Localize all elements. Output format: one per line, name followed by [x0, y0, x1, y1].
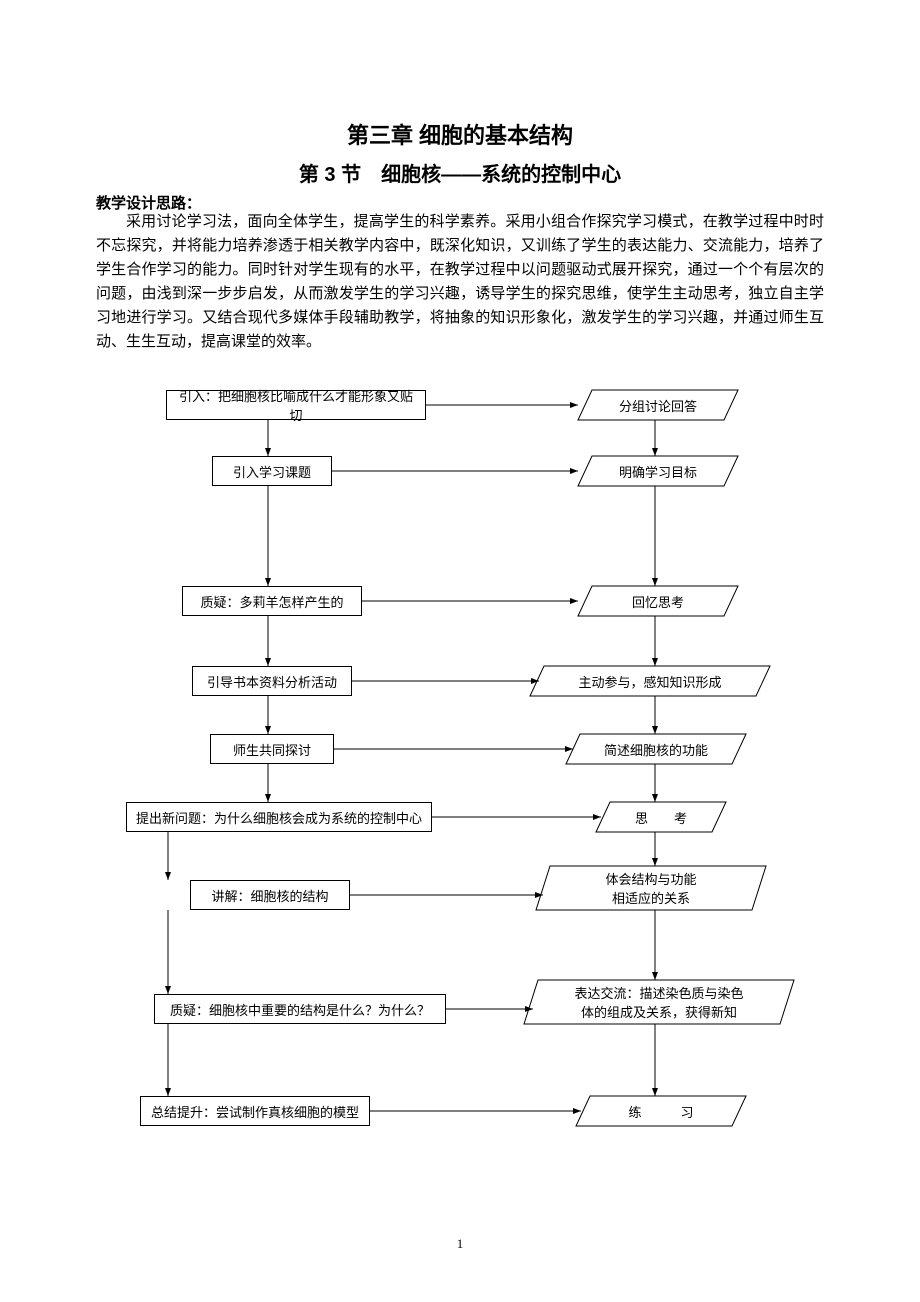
- page-number: 1: [0, 1236, 920, 1252]
- page: 第三章 细胞的基本结构 第 3 节 细胞核——系统的控制中心 教学设计思路： 采…: [0, 0, 920, 1302]
- flowchart: 引入：把细胞核比喻成什么才能形象又贴切引入学习课题质疑：多莉羊怎样产生的引导书本…: [0, 0, 920, 1302]
- flowchart-left-node: 提出新问题：为什么细胞核会成为系统的控制中心: [126, 802, 432, 832]
- flowchart-left-node: 引导书本资料分析活动: [192, 666, 352, 696]
- flowchart-right-node: 体会结构与功能 相适应的关系: [550, 866, 752, 910]
- flowchart-right-node: 分组讨论回答: [592, 390, 724, 420]
- flowchart-left-node: 师生共同探讨: [210, 734, 334, 764]
- flowchart-right-node: 表达交流：描述染色质与染色 体的组成及关系，获得新知: [538, 980, 780, 1024]
- flowchart-right-node: 回忆思考: [592, 586, 724, 616]
- flowchart-left-node: 质疑：多莉羊怎样产生的: [182, 586, 362, 616]
- flowchart-right-node: 练 习: [590, 1096, 732, 1126]
- flowchart-right-node: 思 考: [610, 802, 712, 832]
- flowchart-left-node: 引入学习课题: [212, 456, 332, 486]
- flowchart-svg: [0, 0, 920, 1302]
- flowchart-left-node: 总结提升：尝试制作真核细胞的模型: [140, 1096, 370, 1126]
- flowchart-left-node: 质疑：细胞核中重要的结构是什么？为什么？: [154, 994, 446, 1024]
- flowchart-right-node: 明确学习目标: [592, 456, 724, 486]
- flowchart-right-node: 主动参与，感知知识形成: [544, 666, 756, 696]
- flowchart-left-node: 讲解：细胞核的结构: [190, 880, 350, 910]
- flowchart-left-node: 引入：把细胞核比喻成什么才能形象又贴切: [166, 390, 426, 420]
- flowchart-right-node: 简述细胞核的功能: [580, 734, 732, 764]
